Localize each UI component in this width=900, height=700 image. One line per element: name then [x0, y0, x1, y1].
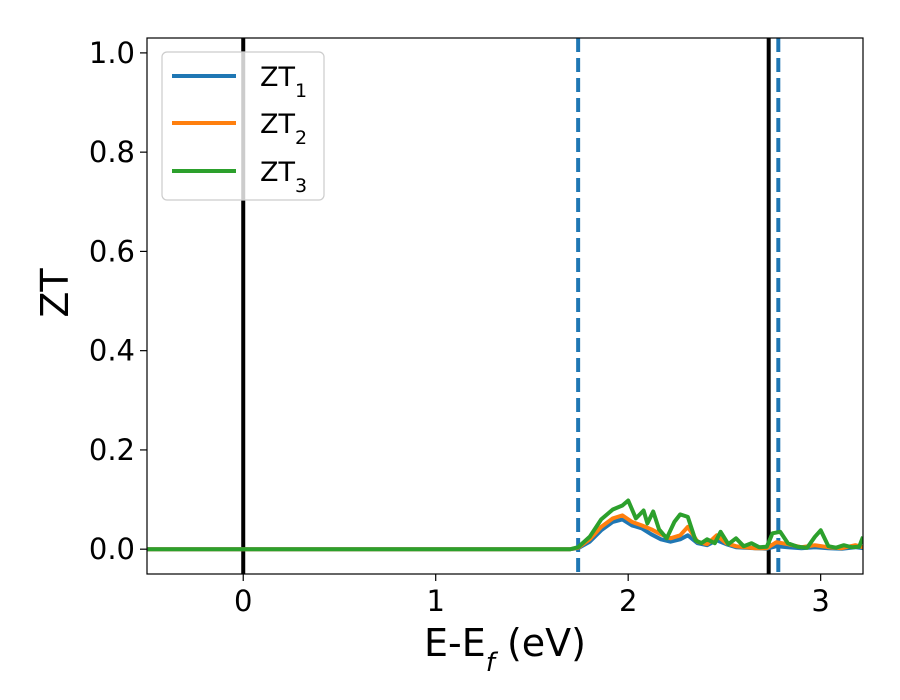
y-tick-label: 0.6: [89, 234, 135, 268]
plot-area-frame: [146, 37, 864, 575]
axis-ticks: 0 1 2 3 0.0 0.2 0.4 0.6 0.8 1.0: [89, 36, 830, 618]
y-tick-label: 0.0: [89, 532, 135, 566]
y-tick-label: 0.8: [89, 135, 135, 169]
y-axis-title: ZT: [33, 268, 77, 318]
y-tick-label: 0.4: [89, 334, 135, 368]
x-tick-label: 3: [811, 584, 829, 618]
legend: ZT1 ZT2 ZT3: [161, 51, 325, 201]
legend-label-zt3: ZT3: [260, 157, 307, 197]
x-axis-title-unit: (eV): [495, 621, 586, 665]
legend-box: [161, 51, 325, 201]
vertical-reference-lines: [241, 38, 781, 574]
series-line-zt3: [147, 498, 863, 552]
series-lines: [147, 498, 863, 552]
y-tick-label: 0.2: [89, 433, 135, 467]
legend-label-zt2: ZT2: [260, 109, 307, 149]
x-tick-label: 1: [426, 584, 444, 618]
x-axis-title: E-Ef (eV): [424, 621, 586, 678]
x-axis-title-main: E-E: [424, 621, 486, 665]
y-tick-label: 1.0: [89, 36, 135, 70]
legend-label-zt1: ZT1: [260, 62, 307, 102]
x-tick-label: 0: [234, 584, 252, 618]
x-tick-label: 2: [619, 584, 637, 618]
